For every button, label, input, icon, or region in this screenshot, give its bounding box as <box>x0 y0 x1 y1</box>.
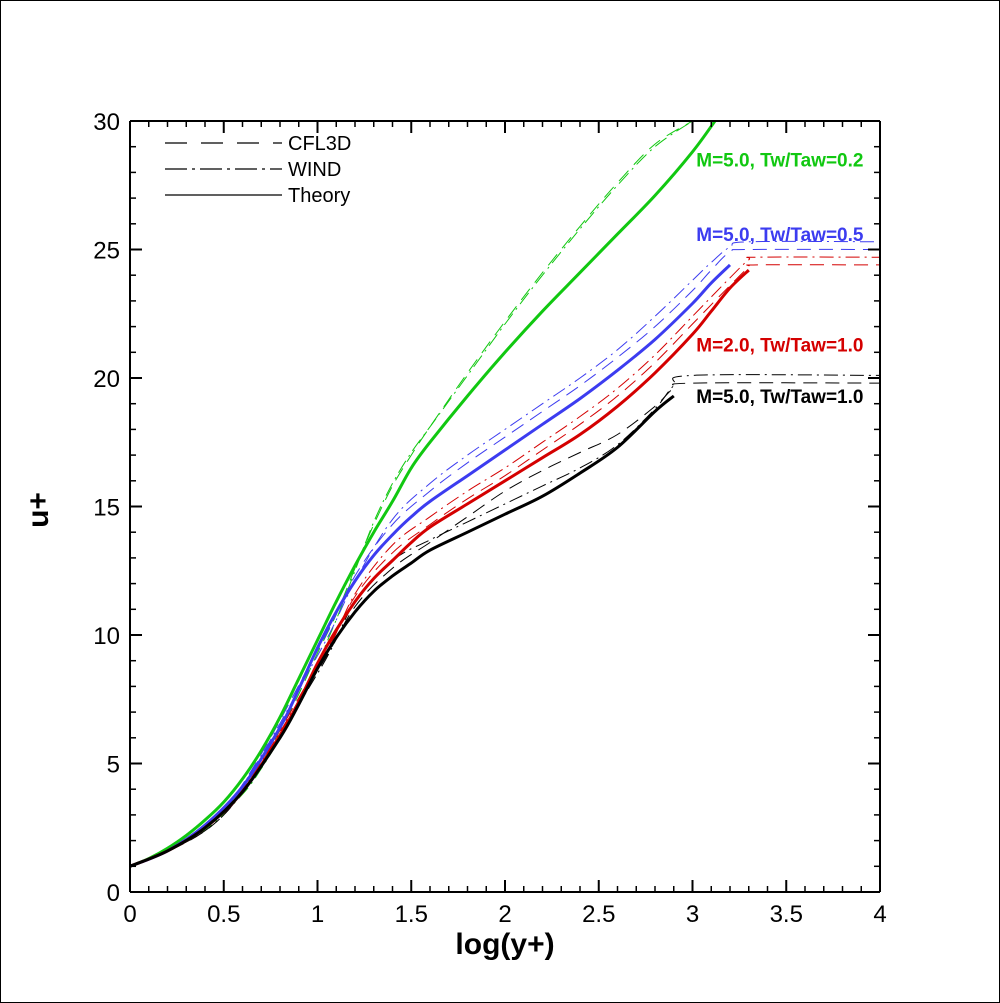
series-line-solid <box>130 269 750 868</box>
case-annotation: M=5.0, Tw/Taw=1.0 <box>696 387 863 408</box>
series-line-dashed <box>130 264 880 867</box>
y-tick-label: 10 <box>93 623 120 650</box>
ticks-layer: 0 0.5 1 1.5 2 2.5 3 3.5 4 0 5 10 15 20 25 30 <box>93 109 886 928</box>
series-line-solid <box>130 121 717 868</box>
x-axis-title: log(y+) <box>455 928 554 961</box>
y-tick-label: 30 <box>93 109 120 136</box>
y-tick-label: 15 <box>93 495 120 522</box>
case-annotation: M=5.0, Tw/Taw=0.2 <box>696 151 863 172</box>
series-line-dashed <box>130 382 880 867</box>
series-line-dashdot <box>130 240 880 867</box>
y-tick-label: 0 <box>107 880 120 907</box>
legend-label: CFL3D <box>288 133 351 155</box>
case-annotation: M=5.0, Tw/Taw=0.5 <box>696 225 864 246</box>
legend-label: WIND <box>288 159 341 181</box>
series-line-dashdot <box>130 121 693 867</box>
legend-label: Theory <box>288 185 350 207</box>
x-tick-label: 2 <box>498 901 511 928</box>
x-tick-label: 2.5 <box>582 901 615 928</box>
x-tick-label: 1.5 <box>395 901 428 928</box>
y-axis-title: u+ <box>22 492 55 528</box>
x-tick-label: 4 <box>873 901 886 928</box>
y-tick-label: 25 <box>93 238 120 265</box>
series-line-dashed <box>130 121 693 867</box>
x-tick-label: 0.5 <box>207 901 240 928</box>
x-tick-label: 3.5 <box>770 901 803 928</box>
y-tick-label: 20 <box>93 366 120 393</box>
legend: CFL3D WIND Theory <box>165 133 351 207</box>
case-annotation: M=2.0, Tw/Taw=1.0 <box>696 336 863 357</box>
series-line-solid <box>130 394 675 868</box>
x-tick-label: 3 <box>686 901 699 928</box>
series-layer <box>130 121 880 868</box>
x-tick-label: 1 <box>311 901 324 928</box>
series-line-solid <box>130 263 732 868</box>
x-tick-label: 0 <box>123 901 136 928</box>
annotations: M=5.0, Tw/Taw=0.2 M=5.0, Tw/Taw=0.5 M=2.0,… <box>696 151 864 408</box>
y-tick-label: 5 <box>107 752 120 779</box>
